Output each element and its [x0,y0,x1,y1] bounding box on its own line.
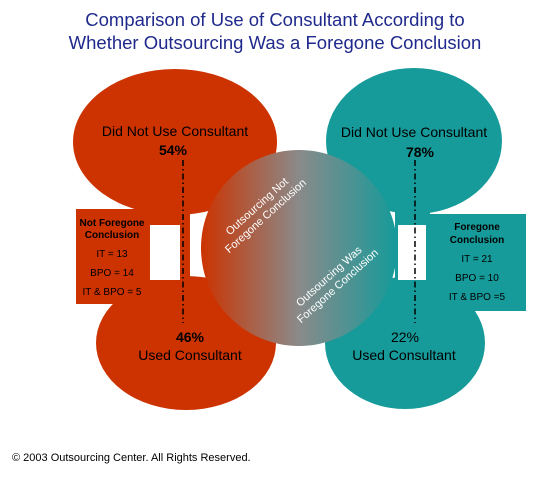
left-connector-gap [150,225,180,280]
chart-title: Comparison of Use of Consultant Accordin… [0,8,550,54]
right-connector-gap [398,225,426,280]
left-top-label: Did Not Use Consultant [102,123,248,139]
title-line-1: Comparison of Use of Consultant Accordin… [85,9,465,30]
right-bottom-percent: 22% [391,329,419,345]
right-box-title-2: Conclusion [450,235,504,246]
left-bottom-label: Used Consultant [138,347,242,363]
right-box-it: IT = 21 [461,254,493,265]
copyright-text: © 2003 Outsourcing Center. All Rights Re… [12,452,251,464]
left-box-it: IT = 13 [96,249,128,260]
left-top-percent: 54% [159,142,188,158]
right-info-box [428,214,526,311]
left-box-title-1: Not Foregone [80,218,145,229]
right-box-bpo: BPO = 10 [455,273,499,284]
left-box-title-2: Conclusion [85,230,139,241]
left-bottom-percent: 46% [176,329,205,345]
right-box-title-1: Foregone [454,222,500,233]
right-top-percent: 78% [406,144,435,160]
right-top-label: Did Not Use Consultant [341,124,487,140]
left-box-bpo: BPO = 14 [90,268,134,279]
left-top-ellipse [73,69,277,215]
right-top-ellipse [326,68,502,214]
title-line-2: Whether Outsourcing Was a Foregone Concl… [68,32,482,53]
right-box-itbpo: IT & BPO =5 [449,292,506,303]
left-box-itbpo: IT & BPO = 5 [82,287,141,298]
left-info-box [76,209,148,304]
right-bottom-label: Used Consultant [352,347,456,363]
center-circle [201,150,397,346]
